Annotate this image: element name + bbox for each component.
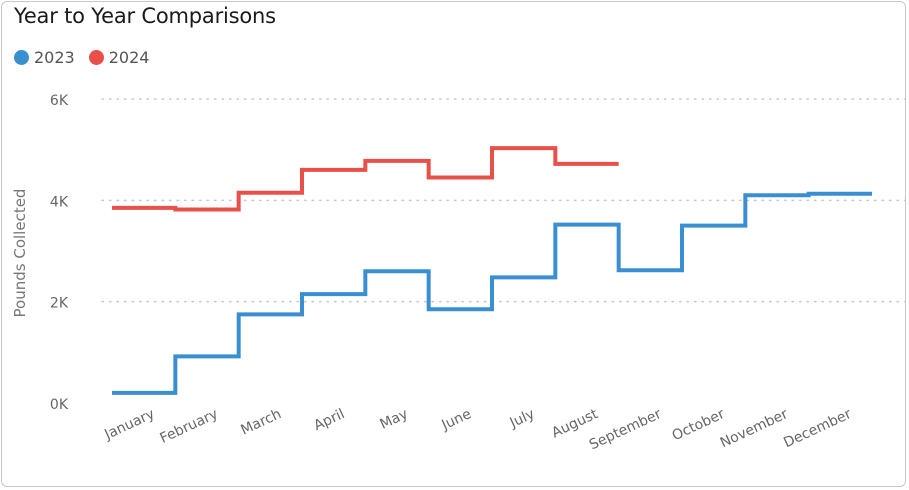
y-tick-label: 0K — [50, 397, 69, 413]
x-tick-label: April — [311, 406, 347, 434]
x-tick-label: July — [507, 406, 537, 432]
legend-label-2024: 2024 — [108, 48, 150, 67]
chart-title: Year to Year Comparisons — [14, 4, 276, 28]
x-tick-label: December — [781, 406, 854, 451]
x-tick-label: November — [718, 406, 791, 451]
x-tick-label: May — [378, 406, 411, 433]
x-tick-label: January — [101, 406, 157, 443]
x-tick-label: June — [439, 406, 474, 434]
x-tick-label: February — [158, 406, 221, 447]
y-axis-title: Pounds Collected — [11, 189, 29, 318]
y-tick-label: 6K — [50, 93, 69, 109]
x-tick-label: March — [238, 406, 283, 439]
legend-item-2024[interactable]: 2024 — [88, 48, 150, 67]
x-tick-label: September — [587, 406, 664, 453]
series-line-2024 — [112, 146, 619, 212]
legend-marker-2023 — [14, 50, 29, 65]
legend: 2023 2024 — [14, 48, 163, 67]
legend-item-2023[interactable]: 2023 — [14, 48, 75, 67]
legend-marker-2024 — [88, 50, 104, 65]
y-tick-label: 2K — [50, 296, 69, 312]
y-tick-label: 4K — [50, 194, 69, 210]
series-line-2023 — [112, 191, 872, 395]
legend-label-2023: 2023 — [34, 48, 75, 67]
